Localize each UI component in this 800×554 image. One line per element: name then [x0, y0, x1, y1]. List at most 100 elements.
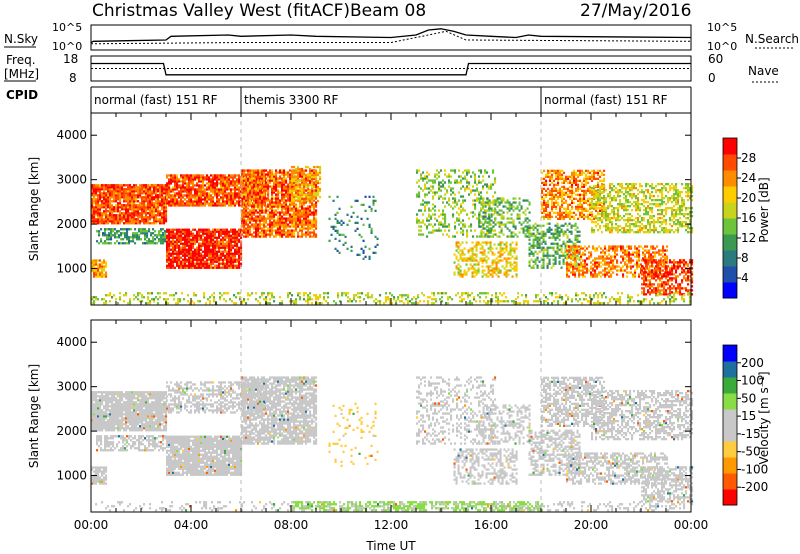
range-gate-cell [483, 251, 486, 254]
range-gate-cell [307, 233, 310, 236]
range-gate-cell [93, 212, 96, 215]
range-gate-cell [293, 193, 296, 197]
range-gate-cell [261, 187, 264, 190]
range-gate-cell [226, 234, 229, 237]
range-gate-cell [490, 223, 493, 226]
range-gate-cell [257, 169, 260, 172]
range-gate-cell [548, 226, 551, 229]
range-gate-cell [495, 267, 498, 270]
range-gate-cell [269, 199, 272, 202]
range-gate-cell [204, 264, 207, 267]
range-gate-cell [555, 173, 558, 176]
range-gate-cell [513, 261, 516, 264]
range-gate-cell [452, 197, 455, 200]
range-gate-cell [174, 178, 177, 181]
range-gate-cell [127, 200, 130, 203]
range-gate-cell [563, 187, 566, 190]
range-gate-cell [291, 235, 294, 238]
range-gate-cell [202, 184, 205, 187]
range-gate-cell [174, 256, 177, 259]
range-gate-cell [208, 194, 211, 197]
range-gate-cell [210, 232, 213, 235]
range-gate-cell [210, 250, 213, 253]
range-gate-cell [574, 254, 577, 257]
range-gate-cell [149, 212, 152, 215]
range-gate-cell [313, 231, 316, 234]
range-gate-cell [520, 207, 523, 210]
range-gate-cell [462, 223, 465, 226]
range-gate-cell [424, 193, 427, 196]
range-gate-cell [271, 207, 274, 210]
range-gate-cell [516, 235, 519, 238]
range-gate-cell [438, 223, 441, 226]
range-gate-cell [251, 223, 254, 226]
range-gate-cell [301, 207, 304, 210]
range-gate-cell [350, 215, 353, 218]
range-gate-cell [145, 192, 148, 195]
range-gate-cell [101, 196, 104, 199]
range-gate-cell [524, 233, 527, 236]
range-gate-cell [222, 262, 225, 265]
range-gate-cell [174, 198, 177, 201]
range-gate-cell [556, 242, 559, 245]
range-gate-cell [224, 196, 227, 199]
range-gate-cell [511, 249, 514, 252]
range-gate-cell [190, 176, 193, 179]
range-gate-cell [319, 169, 322, 173]
range-gate-cell [545, 181, 548, 184]
range-gate-cell [271, 187, 274, 190]
range-gate-cell [432, 179, 435, 182]
range-gate-cell [468, 187, 471, 190]
range-gate-cell [168, 262, 171, 265]
range-gate-cell [198, 254, 201, 257]
range-gate-cell [313, 189, 316, 193]
range-gate-cell [289, 189, 292, 192]
range-gate-cell [536, 236, 539, 239]
range-gate-cell [283, 217, 286, 220]
range-gate-cell [265, 207, 268, 210]
range-gate-cell [472, 235, 475, 238]
range-gate-cell [166, 184, 169, 187]
range-gate-cell [311, 219, 314, 222]
range-gate-cell [297, 183, 300, 187]
range-gate-cell [224, 242, 227, 245]
range-gate-cell [574, 242, 577, 245]
range-gate-cell [448, 199, 451, 202]
range-gate-cell [303, 173, 306, 176]
range-gate-cell [263, 173, 266, 176]
range-gate-cell [297, 207, 300, 210]
range-gate-cell [328, 239, 331, 242]
range-gate-cell [265, 205, 268, 208]
range-gate-cell [555, 187, 558, 190]
range-gate-cell [133, 186, 136, 189]
range-gate-cell [561, 177, 564, 180]
range-gate-cell [208, 246, 211, 249]
range-gate-cell [182, 230, 185, 233]
range-gate-cell [230, 180, 233, 183]
range-gate-cell [194, 202, 197, 205]
range-gate-cell [287, 225, 290, 228]
range-gate-cell [434, 191, 437, 194]
range-gate-cell [137, 212, 140, 215]
range-gate-cell [490, 229, 493, 232]
range-gate-cell [147, 208, 150, 211]
range-gate-cell [253, 171, 256, 174]
range-gate-cell [488, 235, 491, 238]
range-gate-cell [188, 230, 191, 233]
range-gate-cell [161, 200, 164, 203]
range-gate-cell [214, 264, 217, 267]
range-gate-cell [245, 233, 248, 236]
range-gate-cell [557, 197, 560, 200]
range-gate-cell [184, 246, 187, 249]
range-gate-cell [165, 210, 168, 213]
range-gate-cell [475, 273, 478, 276]
range-gate-cell [328, 217, 331, 220]
range-gate-cell [489, 269, 492, 272]
range-gate-cell [186, 188, 189, 191]
range-gate-cell [536, 242, 539, 245]
range-gate-cell [98, 230, 101, 233]
range-gate-cell [541, 187, 544, 190]
range-gate-cell [547, 203, 550, 206]
range-gate-cell [283, 195, 286, 198]
range-gate-cell [458, 213, 461, 216]
